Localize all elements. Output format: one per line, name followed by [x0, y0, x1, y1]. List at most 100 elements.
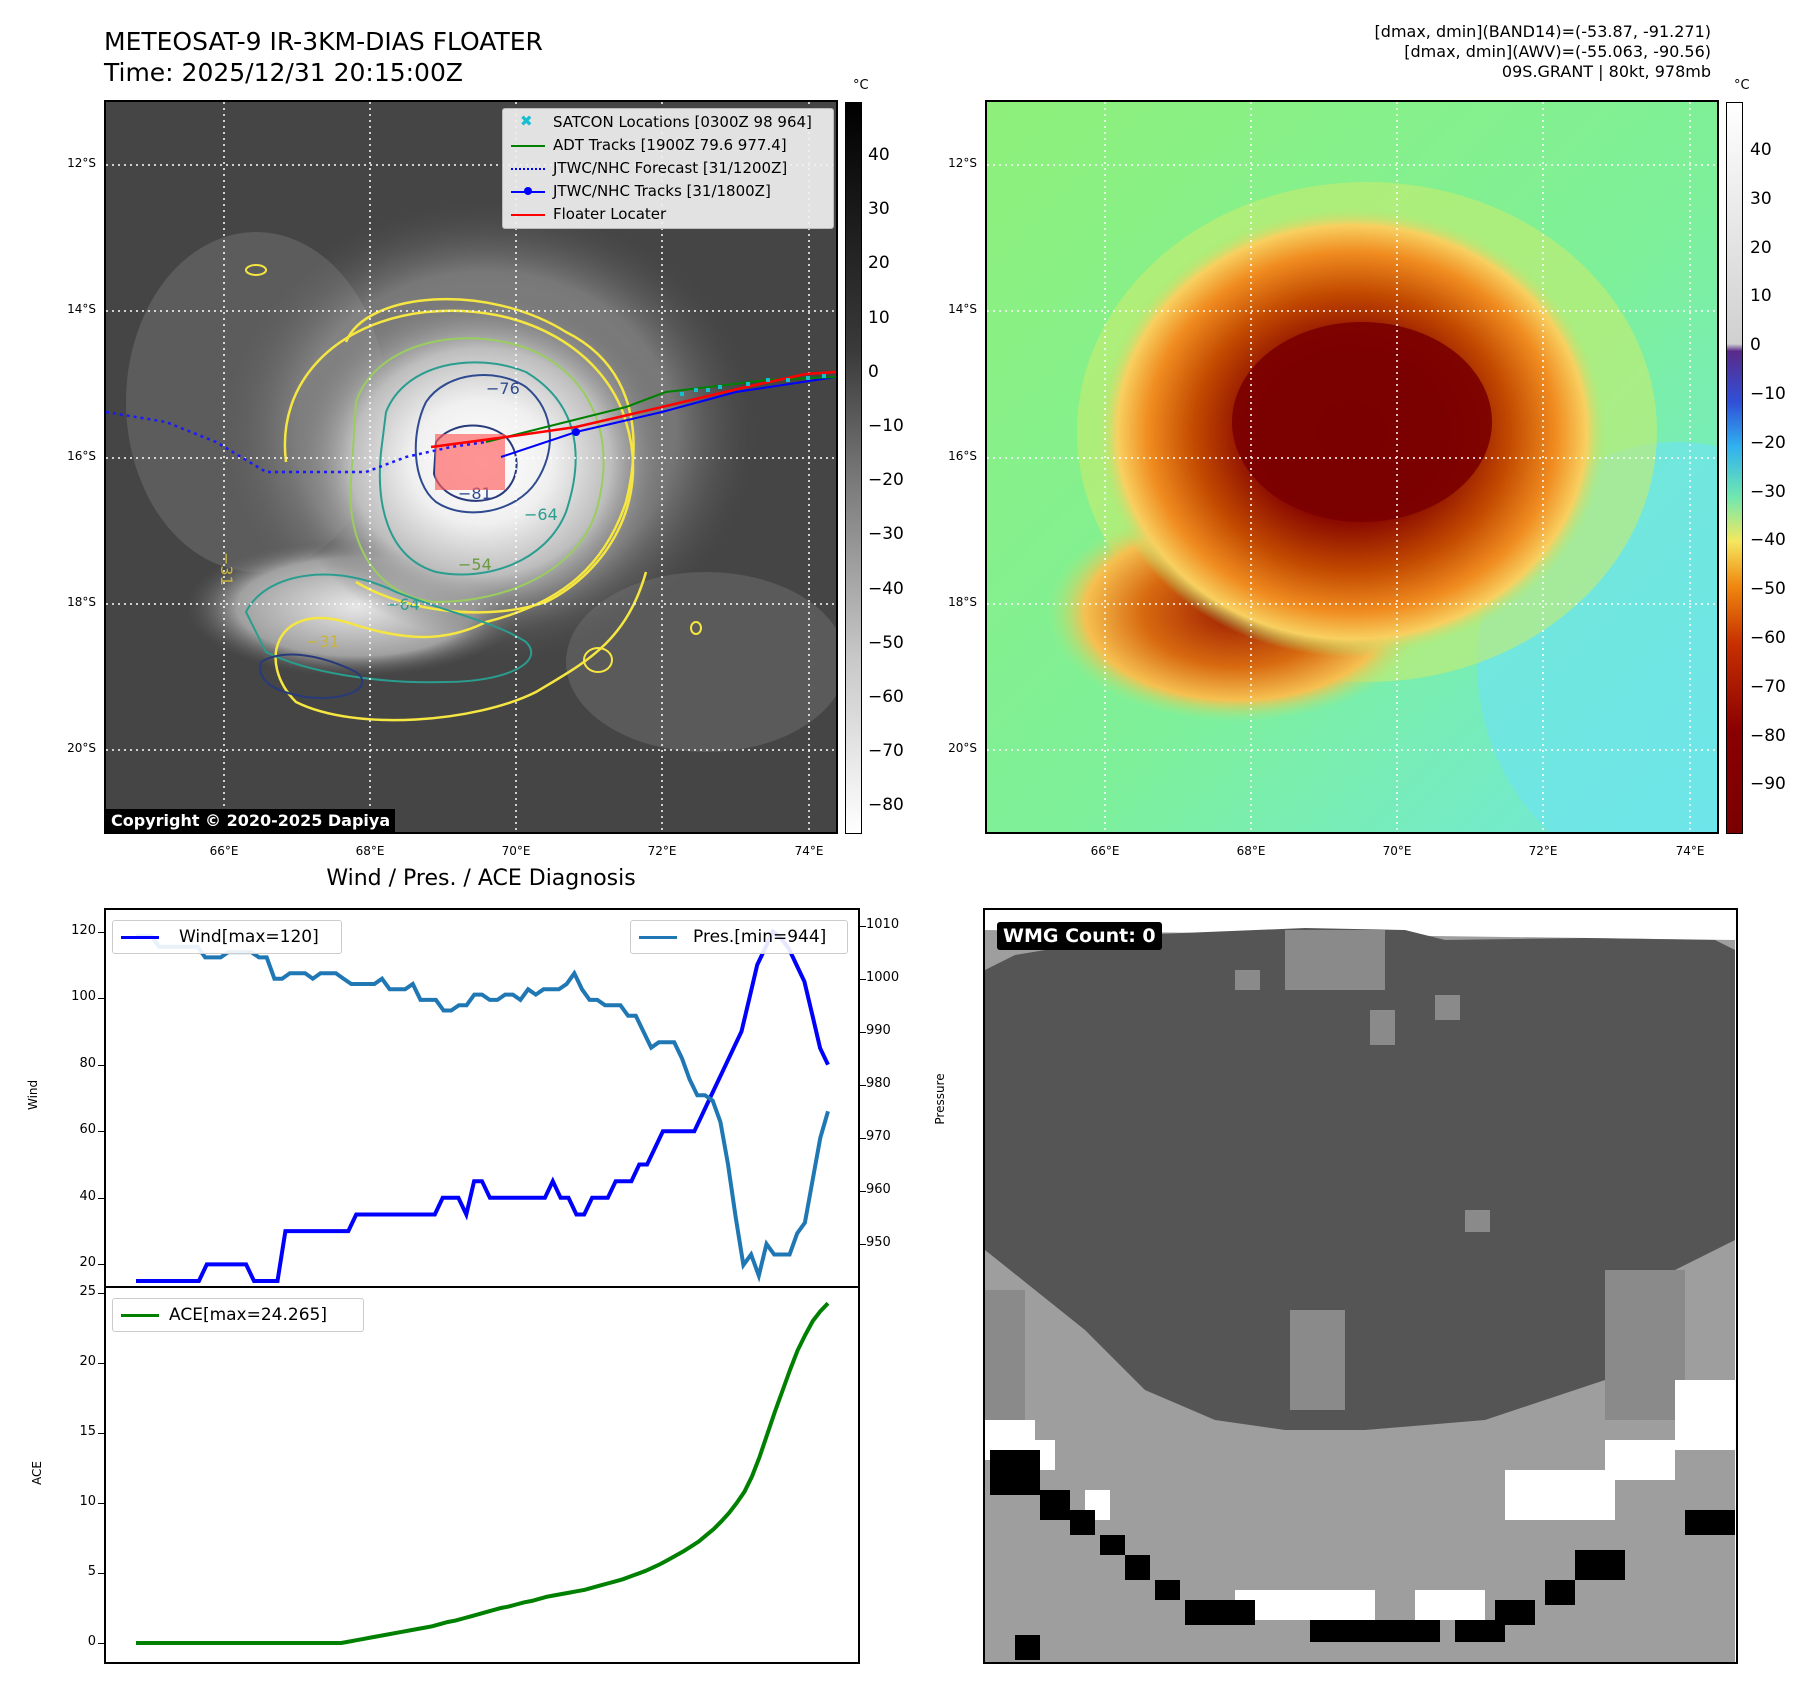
ace-legend-label: ACE[max=24.265] [169, 1305, 327, 1325]
contour-54 [349, 337, 605, 604]
colorbar-tick-label: −20 [868, 470, 904, 491]
map-legend: ✖ SATCON Locations [0300Z 98 964] ADT Tr… [502, 108, 834, 229]
pressure-line-icon [639, 936, 677, 939]
legend-floater: Floater Locater [503, 203, 833, 226]
legend-label: JTWC/NHC Forecast [31/1200Z] [553, 159, 788, 177]
contour-cell-3 [690, 621, 702, 635]
axis-tick-label: 960 [866, 1181, 891, 1197]
colorbar-tick-label: −60 [868, 687, 904, 707]
awv-eye-region [1232, 322, 1492, 522]
header-stats: [dmax, dmin](BAND14)=(-53.87, -91.271) [… [1111, 22, 1711, 82]
awv-map-panel [985, 100, 1719, 834]
lon-label: 68°E [1236, 844, 1266, 858]
colorbar-tick-label: −60 [1750, 628, 1786, 648]
contour-label: −64 [386, 595, 420, 614]
legend-label: SATCON Locations [0300Z 98 964] [553, 113, 812, 131]
axis-tick-label: 15 [79, 1424, 96, 1439]
wmg-grid [985, 928, 1735, 1662]
axis-tick-mark [860, 925, 866, 927]
axis-tick-mark [860, 1190, 866, 1192]
axis-tick-label: 120 [71, 922, 96, 938]
axis-tick-mark [98, 1503, 104, 1504]
colorbar-tick-label: −20 [1750, 432, 1786, 453]
legend-label: Floater Locater [553, 205, 667, 223]
contour-label: −54 [458, 555, 492, 574]
jtwc-track [500, 376, 836, 458]
wmg-black-cells [990, 1450, 1735, 1660]
legend-satcon: ✖ SATCON Locations [0300Z 98 964] [503, 111, 833, 134]
legend-label: ADT Tracks [1900Z 79.6 977.4] [553, 136, 787, 154]
axis-tick-label: 60 [79, 1122, 96, 1138]
contour-rainband-inner [259, 653, 364, 699]
floater-line-icon [511, 214, 545, 216]
colorbar-tick-label: −90 [1750, 774, 1786, 795]
axis-tick-label: 970 [866, 1128, 891, 1144]
ir-colorbar [845, 102, 862, 834]
axis-tick-label: 1000 [866, 969, 900, 985]
copyright-badge: Copyright © 2020-2025 Dapiya [106, 809, 396, 832]
awv-colorbar-unit: °C [1734, 78, 1750, 93]
wind-pressure-chart [136, 928, 830, 1283]
forecast-line-icon [511, 168, 545, 170]
lat-label: 20°S [948, 741, 977, 755]
colorbar-tick-label: −40 [868, 578, 904, 599]
jtwc-track-point [572, 428, 580, 436]
lat-label: 14°S [67, 302, 96, 316]
colorbar-tick-label: 20 [1750, 237, 1772, 258]
axis-tick-mark [98, 1131, 104, 1133]
lon-label: 68°E [355, 844, 385, 858]
axis-tick-mark [98, 1363, 104, 1364]
colorbar-tick-label: −50 [868, 632, 904, 653]
contour-81 [432, 424, 518, 502]
colorbar-tick-label: 10 [1750, 286, 1772, 307]
contour-31 [274, 297, 648, 722]
colorbar-tick-label: −80 [868, 795, 904, 816]
axis-tick-label: 5 [87, 1564, 96, 1579]
contour-label: −31 [306, 632, 340, 651]
lat-label: 16°S [948, 449, 977, 463]
lat-label: 18°S [948, 595, 977, 609]
axis-tick-label: 980 [866, 1075, 891, 1091]
axis-tick-mark [860, 1084, 866, 1086]
lon-label: 66°E [209, 844, 239, 858]
awv-map [987, 102, 1717, 832]
ace-chart [136, 1301, 830, 1645]
axis-tick-mark [860, 978, 866, 980]
axis-tick-mark [98, 931, 104, 933]
colorbar-tick-label: −30 [868, 524, 904, 545]
axis-tick-mark [860, 1031, 866, 1033]
band14-range: [dmax, dmin](BAND14)=(-53.87, -91.271) [1374, 22, 1711, 41]
wmg-white-cells [985, 1380, 1735, 1620]
pressure-legend-label: Pres.[min=944] [693, 927, 827, 947]
figure-title: METEOSAT-9 IR-3KM-DIAS FLOATER Time: 202… [104, 26, 543, 88]
lon-label: 66°E [1090, 844, 1120, 858]
axis-tick-mark [98, 1433, 104, 1434]
lat-label: 14°S [948, 302, 977, 316]
satcon-points [680, 374, 826, 396]
lat-label: 20°S [67, 741, 96, 755]
contour-64 [378, 361, 577, 576]
axis-tick-label: 80 [79, 1055, 96, 1071]
wind-legend: Wind[max=120] [112, 920, 342, 954]
contour-cell-1 [583, 647, 613, 673]
colorbar-tick-label: 30 [1750, 188, 1772, 209]
ace-axis-label: ACE [30, 1461, 44, 1485]
awv-colorbar [1726, 102, 1743, 834]
adt-line-icon [511, 145, 545, 147]
axis-tick-label: 100 [71, 989, 96, 1005]
wind-pressure-panel: Wind[max=120] Pres.[min=944] [104, 908, 860, 1288]
colorbar-tick-label: −30 [1750, 481, 1786, 502]
awv-gridlines [987, 102, 1717, 832]
wmg-panel: WMG Count: 0 [983, 908, 1738, 1664]
track-point-icon [524, 187, 532, 195]
title-line-1: METEOSAT-9 IR-3KM-DIAS FLOATER [104, 27, 543, 56]
lon-label: 74°E [794, 844, 824, 858]
colorbar-tick-label: −40 [1750, 530, 1786, 551]
axis-tick-label: 950 [866, 1234, 891, 1250]
ace-panel: ACE[max=24.265] [104, 1286, 860, 1664]
axis-tick-label: 20 [79, 1354, 96, 1369]
colorbar-tick-label: 30 [868, 199, 890, 220]
legend-forecast: JTWC/NHC Forecast [31/1200Z] [503, 157, 833, 180]
colorbar-tick-label: 20 [868, 253, 890, 274]
ace-legend: ACE[max=24.265] [112, 1298, 364, 1332]
